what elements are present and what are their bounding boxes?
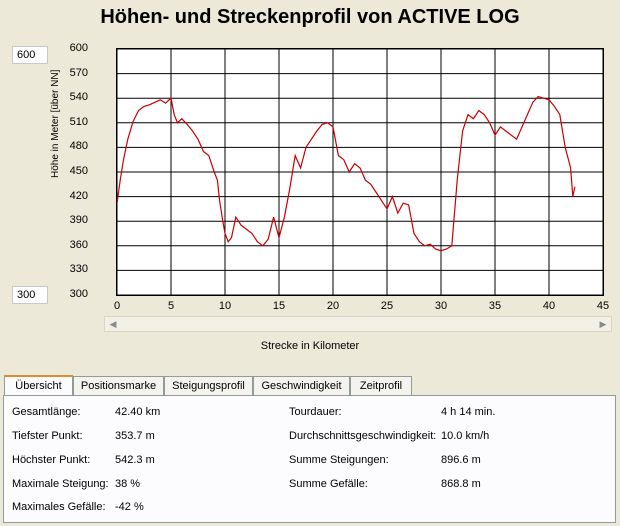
y-tick-label: 330: [69, 263, 88, 276]
scale-min-input[interactable]: 300: [12, 286, 48, 304]
y-tick-label: 360: [69, 238, 88, 251]
summary-label: Summe Steigungen:: [289, 454, 389, 466]
summary-label: Tiefster Punkt:: [12, 430, 83, 442]
tab-uebersicht[interactable]: Übersicht: [4, 375, 73, 396]
x-tick-label: 35: [488, 300, 502, 312]
y-tick-label: 480: [69, 140, 88, 153]
summary-label: Gesamtlänge:: [12, 406, 81, 418]
summary-label: Höchster Punkt:: [12, 454, 91, 466]
summary-value: 42.40 km: [115, 406, 161, 418]
summary-label: Maximales Gefälle:: [12, 501, 106, 513]
tab-positionsmarke[interactable]: Positionsmarke: [73, 376, 164, 395]
elevation-chart-svg: [117, 49, 603, 295]
summary-value: 38 %: [115, 478, 141, 490]
summary-panel: Gesamtlänge: 42.40 km Tiefster Punkt: 35…: [3, 395, 616, 523]
x-tick-label: 5: [167, 300, 175, 312]
y-tick-label: 300: [69, 288, 88, 300]
x-axis-label: Strecke in Kilometer: [260, 340, 360, 352]
scroll-left-icon[interactable]: ◀: [109, 319, 117, 329]
summary-value: 353.7 m: [115, 430, 155, 442]
x-tick-label: 45: [596, 300, 610, 312]
x-tick-label: 40: [542, 300, 556, 312]
scroll-right-icon[interactable]: ▶: [599, 319, 607, 329]
tab-steigungsprofil[interactable]: Steigungsprofil: [164, 376, 253, 395]
x-tick-label: 0: [113, 300, 121, 312]
y-tick-label: 450: [69, 165, 88, 177]
summary-label: Durchschnittsgeschwindigkeit:: [289, 430, 437, 442]
x-tick-label: 10: [218, 300, 232, 312]
y-tick-label: 420: [69, 189, 88, 202]
summary-label: Maximale Steigung:: [12, 478, 109, 490]
summary-value: 896.6 m: [441, 454, 481, 466]
scale-max-input[interactable]: 600: [12, 46, 48, 64]
summary-label: Summe Gefälle:: [289, 478, 368, 490]
x-tick-label: 15: [272, 300, 286, 312]
x-tick-label: 30: [434, 300, 448, 312]
y-tick-label: 540: [69, 91, 88, 104]
page-title: Höhen- und Streckenprofil von ACTIVE LOG: [100, 6, 520, 28]
summary-value: 4 h 14 min.: [441, 406, 496, 418]
x-tick-label: 20: [326, 300, 340, 312]
elevation-chart: [116, 48, 604, 296]
summary-label: Tourdauer:: [289, 406, 342, 418]
tab-geschwindigkeit[interactable]: Geschwindigkeit: [253, 376, 350, 395]
elevation-series-line: [117, 95, 576, 252]
summary-value: 542.3 m: [115, 454, 155, 466]
y-tick-label: 600: [69, 42, 88, 54]
horizontal-scrollbar[interactable]: ◀ ▶: [104, 316, 612, 332]
x-tick-label: 25: [380, 300, 394, 312]
summary-value: -42 %: [115, 501, 144, 513]
y-tick-label: 390: [69, 214, 88, 227]
summary-value: 868.8 m: [441, 478, 481, 490]
tab-zeitprofil[interactable]: Zeitprofil: [350, 376, 412, 395]
y-tick-label: 510: [69, 115, 88, 128]
summary-value: 10.0 km/h: [441, 430, 490, 442]
y-tick-label: 570: [69, 66, 88, 79]
